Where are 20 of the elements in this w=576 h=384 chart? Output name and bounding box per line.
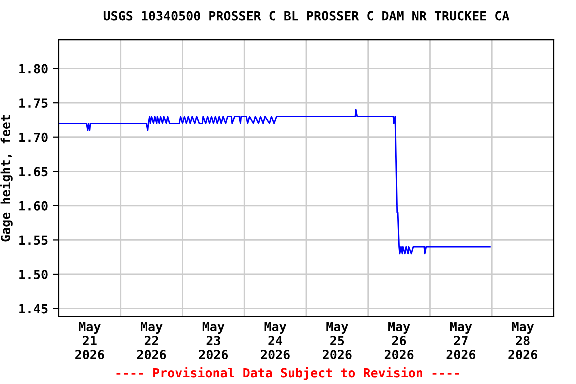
y-axis-title: Gage height, feet bbox=[0, 116, 13, 242]
x-tick-label: May 24 2026 bbox=[261, 322, 290, 360]
y-tick-label: 1.80 bbox=[20, 64, 48, 74]
y-tick-label: 1.65 bbox=[20, 167, 48, 177]
y-tick-label: 1.75 bbox=[20, 98, 48, 108]
y-tick-label: 1.45 bbox=[20, 304, 48, 314]
y-tick-label: 1.70 bbox=[20, 132, 48, 142]
x-tick-label: May 27 2026 bbox=[446, 322, 476, 360]
line-series bbox=[58, 109, 491, 255]
chart-title: USGS 10340500 PROSSER C BL PROSSER C DAM NR TRUCKEE CA bbox=[104, 11, 510, 21]
x-tick-label: May 23 2026 bbox=[199, 322, 228, 360]
x-tick-label: May 25 2026 bbox=[323, 322, 352, 360]
text: ---- Provisional Data Subject to Revision ---- bbox=[116, 367, 460, 380]
x-tick-label: May 21 2026 bbox=[76, 322, 104, 360]
y-tick-label: 1.60 bbox=[20, 201, 48, 211]
x-tick-label: May 22 2026 bbox=[137, 322, 166, 360]
x-tick-label: May 28 2026 bbox=[508, 322, 538, 360]
y-tick-label: 1.50 bbox=[20, 270, 48, 280]
y-tick-label: 1.55 bbox=[20, 236, 48, 246]
x-tick-label: May 26 2026 bbox=[384, 322, 414, 360]
